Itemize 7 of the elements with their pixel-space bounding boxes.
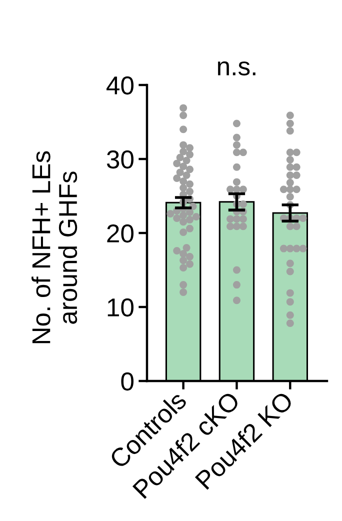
text: n.s. <box>218 61 256 76</box>
y-tick-label: 30 <box>106 150 134 169</box>
y-tick-label: 10 <box>108 298 134 317</box>
y-tick-label: 0 <box>121 372 134 391</box>
y-tick-label: 20 <box>107 224 134 243</box>
y-tick-label: 40 <box>106 76 134 95</box>
y-axis-title: No. of NFH+ LEs around GHFs <box>32 151 78 344</box>
